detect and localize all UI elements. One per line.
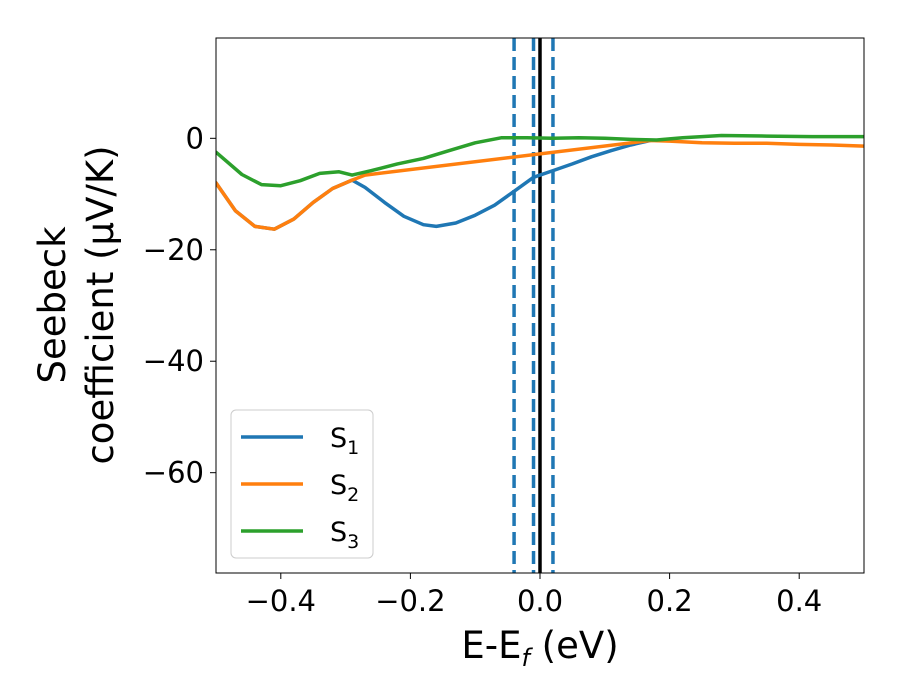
x-tick-label: 0.2 — [647, 584, 693, 618]
y-axis-title: Seebeck coefficient (μV/K) — [31, 145, 122, 464]
x-axis: −0.4 −0.2 0.0 0.2 0.4 — [246, 573, 822, 618]
series-lines — [216, 133, 864, 231]
y-tick-label: −60 — [143, 456, 204, 490]
x-axis-title: E-Ef (eV) — [461, 624, 618, 672]
y-tick-label: −20 — [143, 233, 204, 267]
y-tick-label: −40 — [143, 344, 204, 378]
x-tick-label: 0.0 — [517, 584, 563, 618]
y-axis: 0 −20 −40 −60 — [143, 121, 216, 490]
x-tick-label: 0.4 — [776, 584, 822, 618]
y-axis-title-line2: coefficient (μV/K) — [79, 145, 122, 464]
reference-lines — [512, 38, 555, 573]
y-axis-title-line1: Seebeck — [31, 226, 74, 384]
series-line-s3 — [216, 133, 864, 188]
series-line-s2 — [216, 138, 864, 231]
legend: S1 S2 S3 — [230, 409, 374, 559]
legend-label-s3: S3 — [330, 517, 359, 553]
x-tick-label: −0.2 — [375, 584, 445, 618]
x-tick-label: −0.4 — [246, 584, 316, 618]
legend-label-s1: S1 — [330, 423, 359, 459]
legend-label-s2: S2 — [330, 470, 359, 506]
y-tick-label: 0 — [186, 121, 204, 155]
